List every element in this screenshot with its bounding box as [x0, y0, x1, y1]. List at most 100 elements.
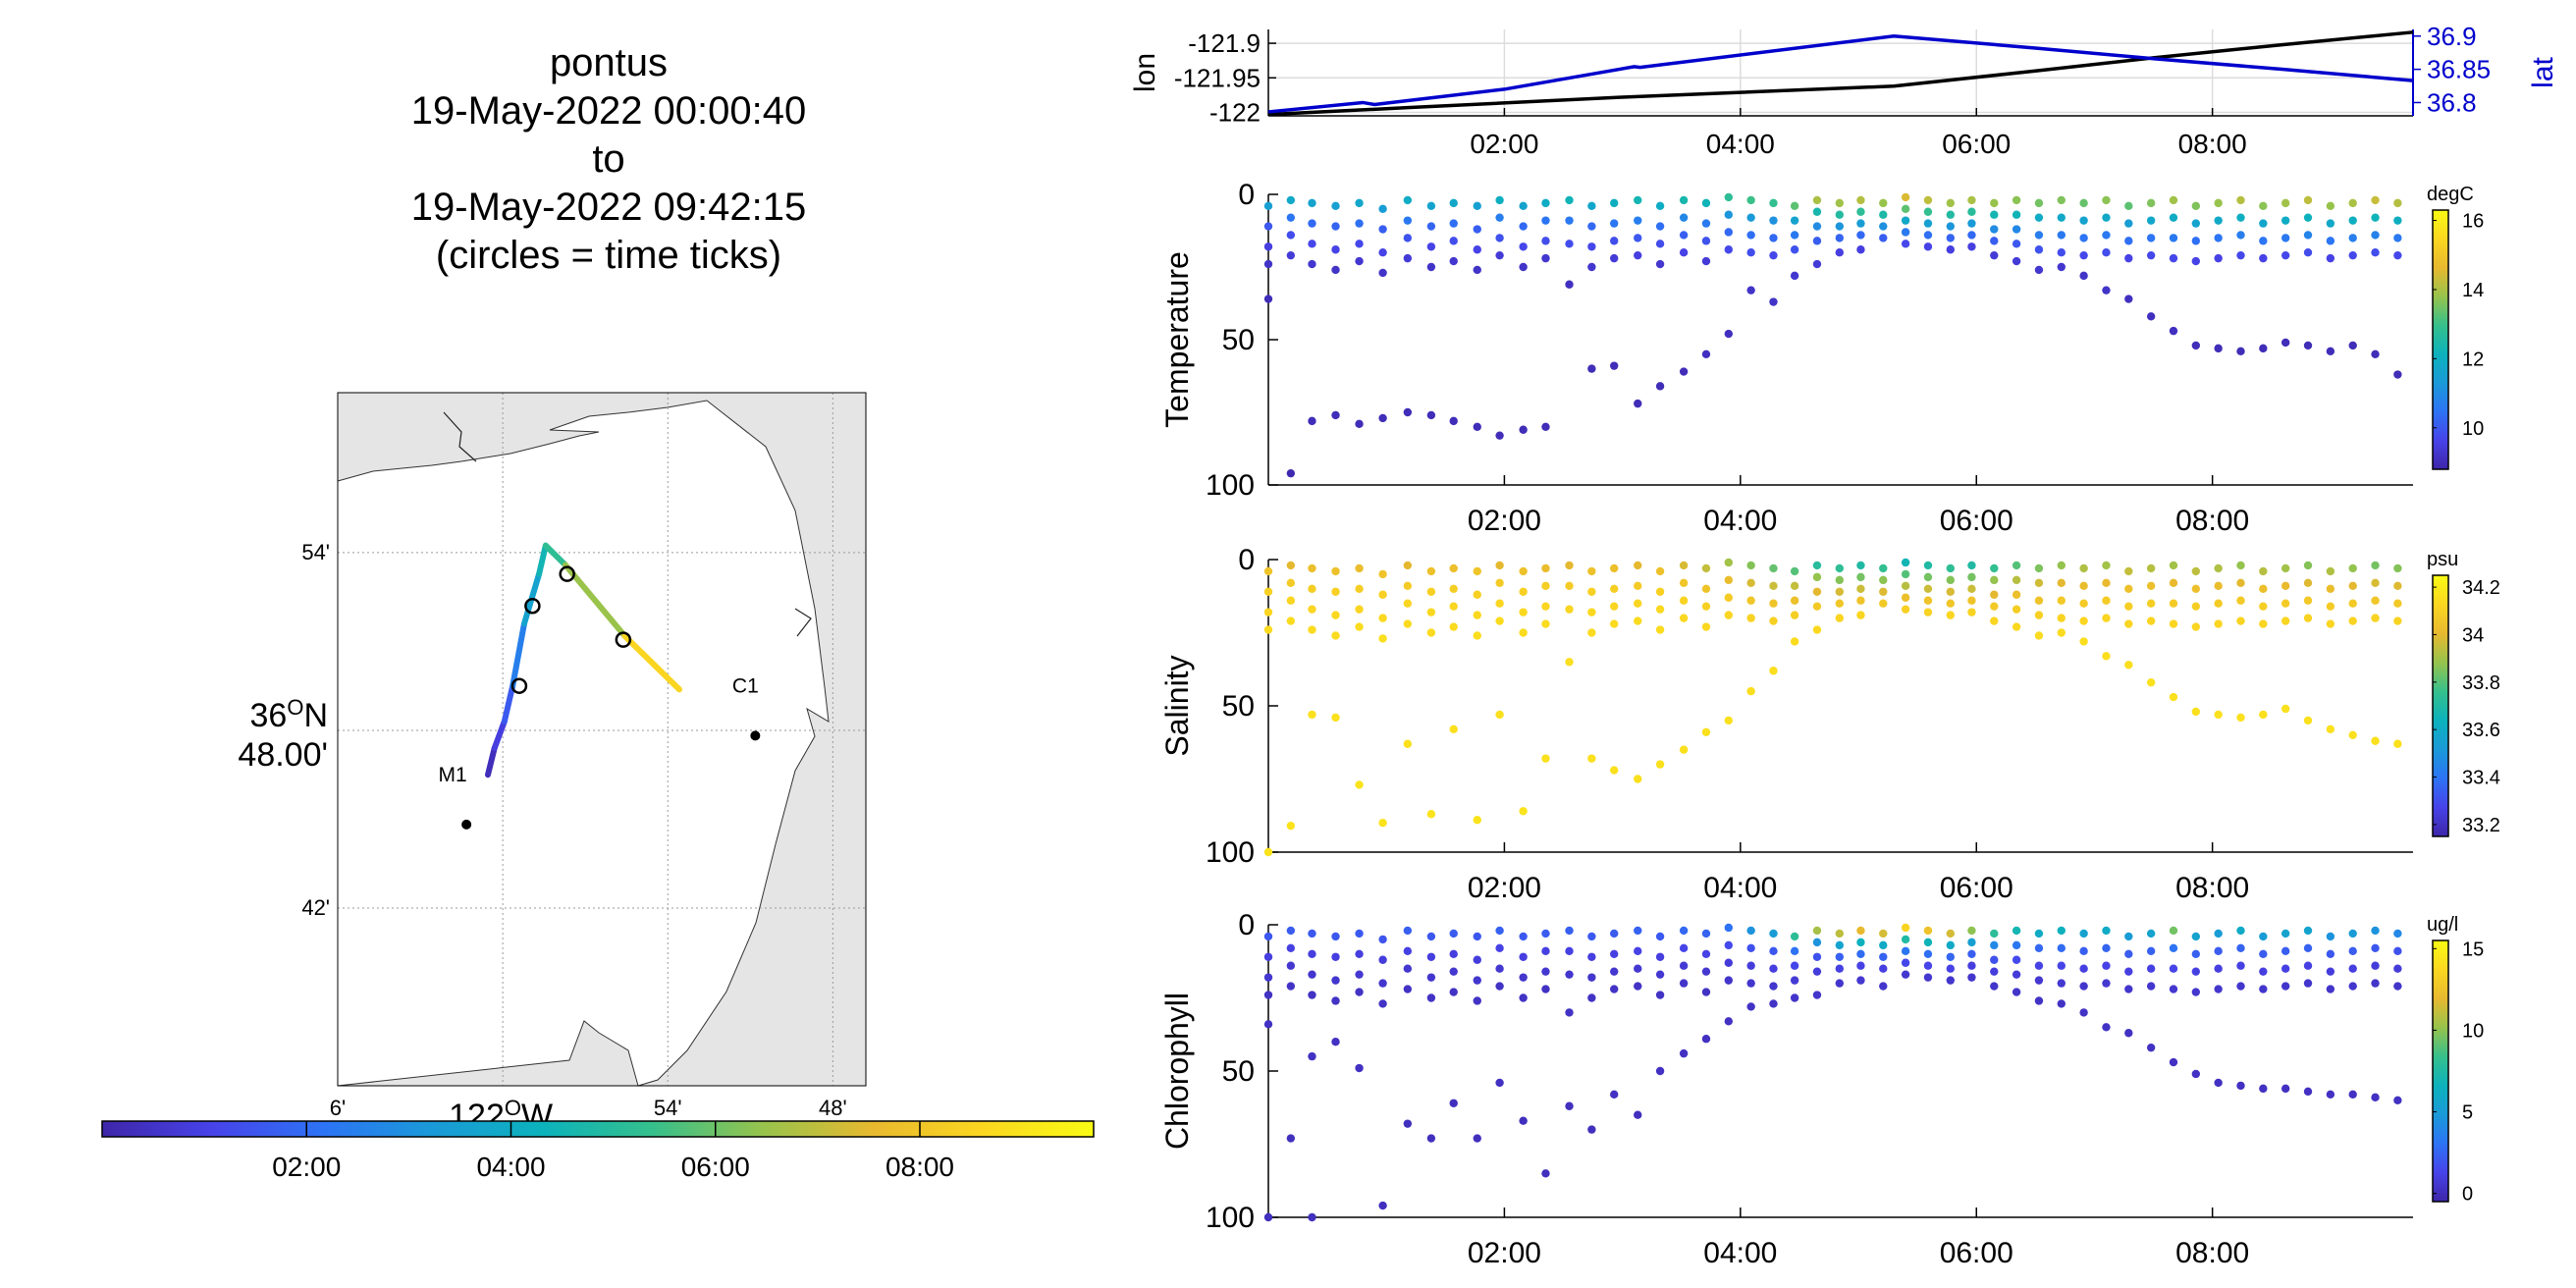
data-point [1286, 961, 1296, 970]
data-point [2326, 584, 2335, 593]
data-point [1835, 929, 1844, 939]
data-point [2348, 564, 2357, 573]
data-point [1610, 967, 1619, 976]
data-point [2303, 341, 2313, 350]
data-point [2034, 564, 2044, 573]
data-point [2236, 1081, 2245, 1091]
data-point [2326, 1090, 2335, 1100]
map-xtick-label: 6' [330, 1096, 346, 1120]
data-point [1449, 584, 1458, 593]
data-point [1331, 952, 1340, 961]
data-point [1701, 1035, 1711, 1044]
data-point [1790, 566, 1799, 576]
data-point [1565, 240, 1574, 248]
data-point [2236, 961, 2245, 970]
data-point [1679, 248, 1689, 257]
data-point [1610, 198, 1619, 208]
data-point [1701, 237, 1711, 245]
data-point [1541, 985, 1550, 993]
data-point [1634, 982, 1642, 991]
data-point [2303, 578, 2313, 588]
data-point [1879, 940, 1888, 950]
data-point [1286, 213, 1296, 222]
data-point [2124, 584, 2133, 593]
data-point [2012, 195, 2021, 205]
nav-xtick-label: 06:00 [1942, 129, 2011, 159]
data-point [1990, 575, 1999, 585]
data-point [2169, 985, 2178, 993]
data-point [1655, 566, 1665, 576]
data-point [1879, 210, 1888, 219]
data-point [1946, 210, 1955, 219]
data-point [1355, 256, 1364, 266]
data-point [1790, 976, 1799, 985]
data-point [2281, 581, 2290, 591]
data-point [1856, 938, 1865, 947]
y-axis-label: Salinity [1159, 655, 1195, 756]
data-point [1449, 416, 1458, 426]
nav-xtick-label: 02:00 [1470, 129, 1538, 159]
data-point [1355, 1063, 1364, 1073]
chlorophyll-panel: 0 50 100 02:00 04:00 06:00 08:00 Chlorophyll 0 5 1… [1159, 909, 2484, 1269]
data-point [2393, 1096, 2402, 1105]
data-point [2057, 628, 2066, 637]
colorbar-tick-label: 10 [2462, 418, 2484, 440]
data-point [1879, 234, 1888, 242]
data-point [1587, 993, 1596, 1002]
data-point [1835, 614, 1844, 622]
data-point [1519, 973, 1528, 982]
data-point [2146, 250, 2156, 260]
data-point [1331, 996, 1340, 1005]
data-point [1331, 265, 1340, 275]
data-point [1519, 932, 1528, 941]
data-point [2348, 234, 2357, 242]
data-point [2214, 985, 2223, 993]
data-point [2079, 271, 2088, 281]
data-point [2303, 596, 2313, 605]
data-point [1308, 240, 1316, 248]
lon-axis-label: lon [1129, 53, 1161, 92]
data-point [1812, 938, 1822, 947]
data-point [1519, 1116, 1528, 1125]
data-point [1331, 932, 1340, 941]
data-point [1790, 637, 1799, 646]
data-point [1790, 946, 1799, 956]
data-point [1565, 926, 1574, 936]
data-point [2348, 1090, 2357, 1100]
data-point [1473, 422, 1481, 431]
data-point [1634, 946, 1642, 956]
data-point [1769, 564, 1778, 573]
xtick-label: 04:00 [1703, 1237, 1777, 1269]
lat-tick-label: 36.9 [2427, 22, 2477, 51]
data-point [1967, 195, 1976, 205]
data-point [1701, 988, 1711, 996]
data-point [1746, 231, 1755, 240]
lat-tick-label: 36.85 [2427, 55, 2491, 84]
data-point [1769, 964, 1778, 973]
data-point [1519, 952, 1528, 961]
data-point [1769, 234, 1778, 242]
data-point [1655, 970, 1665, 979]
data-point [2259, 619, 2268, 628]
data-point [1495, 561, 1504, 570]
data-point [1587, 566, 1596, 576]
data-point [1923, 572, 1933, 582]
data-point [1565, 280, 1574, 289]
xtick-label: 06:00 [1940, 1237, 2013, 1269]
data-point [2393, 564, 2402, 573]
data-point [1746, 286, 1755, 295]
data-point [1473, 566, 1481, 576]
data-point [1790, 216, 1799, 225]
data-point [2214, 1078, 2223, 1088]
data-point [1856, 219, 1865, 228]
data-point [1263, 1020, 1273, 1029]
data-point [2057, 926, 2066, 936]
data-point [1495, 599, 1504, 608]
data-point [2124, 219, 2133, 228]
data-point [1879, 222, 1888, 231]
data-point [1355, 970, 1364, 979]
data-point [2348, 341, 2357, 350]
data-point [1634, 775, 1642, 783]
data-point [1701, 602, 1711, 611]
data-point [1495, 617, 1504, 625]
